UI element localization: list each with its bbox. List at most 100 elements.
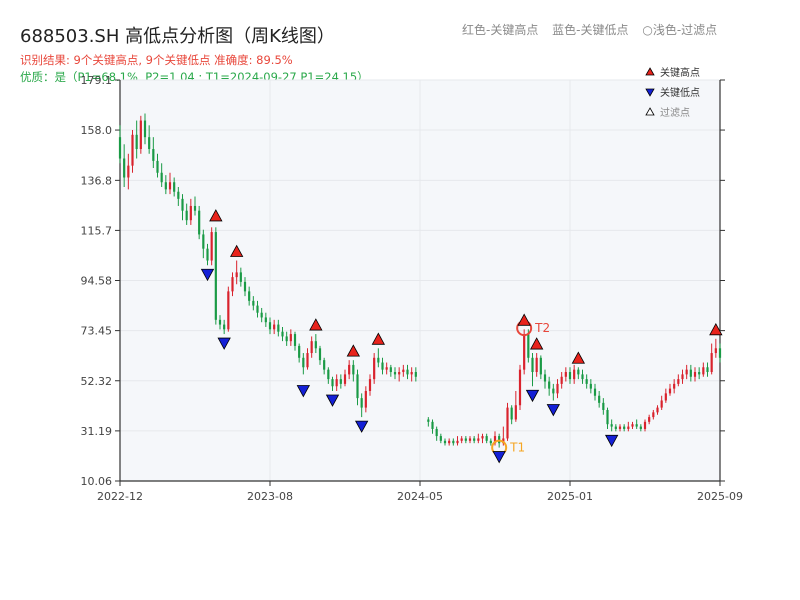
candle	[685, 364, 688, 380]
candle	[535, 353, 538, 377]
top-legend-low: 蓝色-关键低点	[552, 23, 629, 37]
y-tick-label: 73.45	[81, 325, 113, 338]
candle-body	[177, 191, 180, 199]
candle	[156, 153, 159, 178]
candle	[352, 360, 355, 382]
candle-body	[143, 120, 147, 138]
candle	[302, 353, 305, 375]
y-tick-label: 158.0	[81, 124, 113, 137]
candle	[489, 438, 492, 446]
candle-body	[360, 398, 363, 408]
candle	[123, 144, 126, 187]
candle	[606, 407, 609, 429]
candle	[598, 390, 601, 408]
candle-body	[206, 248, 209, 261]
candle-body	[227, 291, 230, 330]
candle	[364, 386, 367, 413]
y-tick-label: 115.7	[81, 224, 113, 237]
key-high-marker	[517, 313, 531, 326]
y-tick-label: 179.1	[81, 74, 113, 87]
candle	[127, 153, 130, 190]
candle	[339, 374, 342, 389]
candle	[406, 364, 409, 380]
candle	[435, 426, 438, 441]
candle-body	[189, 205, 192, 221]
candle	[260, 307, 263, 323]
annotation-label: T1	[509, 441, 525, 455]
candle	[648, 414, 651, 425]
candle-body	[548, 381, 551, 389]
candle-body	[218, 319, 222, 325]
candle-body	[514, 405, 517, 420]
candle	[273, 319, 276, 335]
candle	[218, 315, 222, 330]
candle-body	[564, 372, 567, 377]
candle-body	[127, 165, 130, 178]
candle-body	[260, 312, 263, 318]
x-tick-label: 2022-12	[97, 490, 143, 503]
candle	[485, 433, 488, 444]
key-low-marker	[546, 404, 561, 417]
candle-body	[573, 369, 576, 380]
candle-body	[356, 374, 359, 399]
candle	[227, 286, 230, 332]
candle-body	[402, 369, 405, 373]
candle-body	[181, 198, 184, 211]
candle-body	[139, 120, 142, 150]
candle-body	[668, 388, 672, 394]
candle-body	[489, 440, 492, 444]
y-tick-label: 52.32	[81, 375, 113, 388]
candle	[231, 272, 234, 297]
candle	[310, 336, 313, 358]
candle-body	[414, 372, 417, 377]
candle-body	[235, 272, 238, 278]
key-high-marker	[709, 322, 723, 336]
candle	[214, 227, 217, 325]
candle-body	[285, 336, 288, 342]
candle	[514, 390, 517, 422]
candle-body	[352, 364, 355, 375]
candle-body	[277, 324, 280, 332]
candle	[385, 362, 388, 375]
candle	[185, 203, 188, 225]
candle	[702, 362, 705, 377]
candle-body	[148, 137, 151, 150]
candle-body	[135, 134, 138, 150]
candle	[481, 433, 484, 444]
candle-body	[618, 426, 622, 429]
candle-body	[560, 376, 563, 384]
candle	[202, 229, 205, 259]
candle	[652, 409, 655, 420]
candle	[518, 364, 522, 410]
candle-body	[493, 436, 497, 444]
candle-body	[635, 424, 638, 427]
candle	[631, 421, 634, 429]
candle	[714, 338, 717, 358]
candle	[706, 362, 709, 377]
candle-body	[685, 369, 688, 375]
candle-body	[460, 438, 463, 441]
candle	[373, 353, 376, 384]
candle	[693, 367, 697, 382]
candle-body	[598, 395, 601, 403]
candle	[168, 172, 172, 195]
candle-body	[718, 348, 722, 358]
candle-body	[648, 417, 651, 422]
candle	[143, 113, 147, 145]
x-tick-label: 2023-08	[247, 490, 293, 503]
candle-body	[689, 369, 692, 377]
candle-body	[456, 440, 459, 444]
candle	[152, 137, 155, 169]
candle-body	[381, 362, 384, 370]
candle-body	[385, 367, 388, 370]
candle-body	[577, 369, 580, 375]
candle-body	[510, 407, 513, 420]
candle	[210, 227, 213, 266]
legend-label: 关键低点	[660, 86, 700, 99]
candle-body	[660, 400, 663, 408]
candle-body	[518, 369, 522, 406]
candle	[681, 369, 684, 384]
candle-body	[239, 272, 242, 282]
